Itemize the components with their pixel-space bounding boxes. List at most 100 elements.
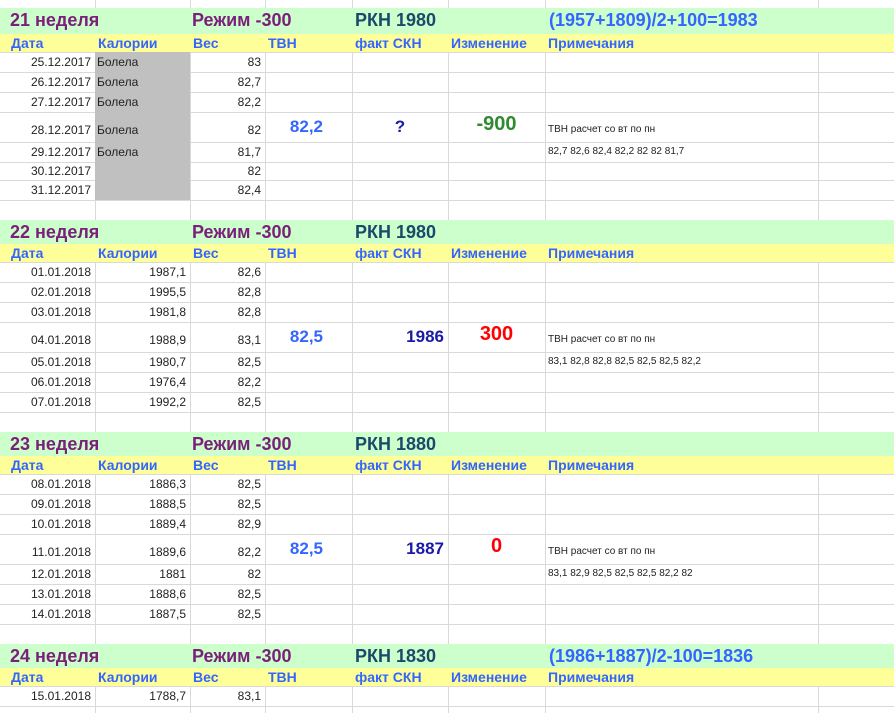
weight-cell[interactable]: 82,5 — [237, 355, 261, 369]
rkn-label[interactable]: РКН 1980 — [355, 222, 437, 242]
date-cell[interactable]: 01.01.2018 — [30, 265, 91, 279]
mode-label[interactable]: Режим -300 — [192, 434, 292, 454]
week-label[interactable]: 21 неделя — [10, 10, 100, 30]
column-header-2[interactable]: Вес — [193, 35, 219, 51]
weight-cell[interactable]: 82,9 — [237, 517, 261, 531]
date-cell[interactable]: 07.01.2018 — [30, 395, 91, 409]
date-cell[interactable]: 02.01.2018 — [30, 285, 91, 299]
weight-cell[interactable]: 82,2 — [237, 95, 261, 109]
date-cell[interactable]: 08.01.2018 — [30, 477, 91, 491]
mode-label[interactable]: Режим -300 — [192, 10, 292, 30]
weight-cell[interactable]: 83 — [247, 55, 261, 69]
calories-cell[interactable]: Болела — [95, 92, 190, 112]
weight-cell[interactable]: 82 — [247, 123, 261, 137]
weight-cell[interactable]: 82,8 — [237, 305, 261, 319]
column-header-4[interactable]: факт СКН — [355, 35, 422, 51]
date-cell[interactable]: 09.01.2018 — [30, 497, 91, 511]
column-header-6[interactable]: Примечания — [548, 245, 635, 261]
change-value[interactable]: -900 — [476, 113, 517, 135]
calories-cell[interactable]: Болела — [95, 112, 190, 142]
column-header-2[interactable]: Вес — [193, 245, 219, 261]
weight-cell[interactable]: 83,1 — [237, 689, 261, 703]
column-header-0[interactable]: Дата — [11, 457, 44, 473]
change-value[interactable]: 0 — [490, 535, 503, 557]
calories-cell[interactable]: 1886,3 — [149, 477, 186, 491]
fact-skn-value[interactable]: ? — [394, 117, 406, 136]
column-header-3[interactable]: ТВН — [268, 457, 297, 473]
tvn-value[interactable]: 82,2 — [289, 117, 323, 136]
date-cell[interactable]: 12.01.2018 — [30, 567, 91, 581]
column-header-0[interactable]: Дата — [11, 35, 44, 51]
column-header-1[interactable]: Калории — [98, 669, 158, 685]
note-cell[interactable]: ТВН расчет со вт по пн — [548, 124, 656, 135]
calories-cell[interactable]: 1992,2 — [149, 395, 186, 409]
weight-cell[interactable]: 81,7 — [237, 145, 261, 159]
date-cell[interactable]: 03.01.2018 — [30, 305, 91, 319]
column-header-1[interactable]: Калории — [98, 245, 158, 261]
calories-cell[interactable]: 1888,5 — [149, 497, 186, 511]
calories-cell[interactable]: Болела — [95, 142, 190, 162]
weight-cell[interactable]: 82,6 — [237, 265, 261, 279]
weight-cell[interactable]: 82,2 — [237, 545, 261, 559]
note-cell[interactable]: 82,7 82,6 82,4 82,2 82 82 81,7 — [548, 146, 685, 157]
date-cell[interactable]: 13.01.2018 — [30, 587, 91, 601]
date-cell[interactable]: 05.01.2018 — [30, 355, 91, 369]
date-cell[interactable]: 29.12.2017 — [30, 145, 91, 159]
date-cell[interactable]: 28.12.2017 — [30, 123, 91, 137]
column-header-3[interactable]: ТВН — [268, 35, 297, 51]
calories-cell[interactable]: 1889,6 — [149, 545, 186, 559]
column-header-3[interactable]: ТВН — [268, 245, 297, 261]
column-header-1[interactable]: Калории — [98, 35, 158, 51]
column-header-2[interactable]: Вес — [193, 669, 219, 685]
date-cell[interactable]: 10.01.2018 — [30, 517, 91, 531]
calories-cell[interactable]: 1981,8 — [149, 305, 186, 319]
weight-cell[interactable]: 82,5 — [237, 497, 261, 511]
column-header-1[interactable]: Калории — [98, 457, 158, 473]
column-header-5[interactable]: Изменение — [451, 669, 527, 685]
column-header-0[interactable]: Дата — [11, 245, 44, 261]
date-cell[interactable]: 04.01.2018 — [30, 333, 91, 347]
change-value[interactable]: 300 — [479, 323, 514, 345]
rkn-label[interactable]: РКН 1980 — [355, 10, 437, 30]
column-header-6[interactable]: Примечания — [548, 669, 635, 685]
date-cell[interactable]: 06.01.2018 — [30, 375, 91, 389]
calories-cell[interactable]: Болела — [95, 72, 190, 92]
date-cell[interactable]: 27.12.2017 — [30, 95, 91, 109]
rkn-label[interactable]: РКН 1830 — [355, 646, 437, 666]
fact-skn-value[interactable]: 1887 — [406, 539, 444, 558]
weight-cell[interactable]: 82,2 — [237, 375, 261, 389]
calories-cell[interactable] — [95, 162, 190, 180]
date-cell[interactable]: 26.12.2017 — [30, 75, 91, 89]
column-header-5[interactable]: Изменение — [451, 35, 527, 51]
column-header-4[interactable]: факт СКН — [355, 457, 422, 473]
calories-cell[interactable]: 1887,5 — [149, 607, 186, 621]
mode-label[interactable]: Режим -300 — [192, 646, 292, 666]
calories-cell[interactable]: Болела — [95, 52, 190, 72]
column-header-4[interactable]: факт СКН — [355, 245, 422, 261]
date-cell[interactable]: 11.01.2018 — [31, 545, 91, 559]
week-label[interactable]: 22 неделя — [10, 222, 100, 242]
weight-cell[interactable]: 82 — [247, 164, 261, 178]
calories-cell[interactable]: 1889,4 — [149, 517, 186, 531]
rkn-formula[interactable]: (1986+1887)/2-100=1836 — [549, 646, 754, 666]
note-cell[interactable]: ТВН расчет со вт по пн — [548, 546, 656, 557]
note-cell[interactable]: ТВН расчет со вт по пн — [548, 334, 656, 345]
date-cell[interactable]: 15.01.2018 — [30, 689, 91, 703]
calories-cell[interactable]: 1976,4 — [149, 375, 186, 389]
weight-cell[interactable]: 82,5 — [237, 607, 261, 621]
column-header-6[interactable]: Примечания — [548, 457, 635, 473]
date-cell[interactable]: 31.12.2017 — [30, 183, 91, 197]
calories-cell[interactable]: 1888,6 — [149, 587, 186, 601]
tvn-value[interactable]: 82,5 — [289, 327, 323, 346]
week-label[interactable]: 23 неделя — [10, 434, 100, 454]
note-cell[interactable]: 83,1 82,8 82,8 82,5 82,5 82,5 82,2 — [548, 356, 701, 367]
calories-cell[interactable] — [95, 180, 190, 200]
calories-cell[interactable]: 1988,9 — [149, 333, 186, 347]
calories-cell[interactable]: 1995,5 — [149, 285, 186, 299]
rkn-formula[interactable]: (1957+1809)/2+100=1983 — [549, 10, 758, 30]
calories-cell[interactable]: 1788,7 — [149, 689, 186, 703]
date-cell[interactable]: 30.12.2017 — [30, 164, 91, 178]
column-header-4[interactable]: факт СКН — [355, 669, 422, 685]
column-header-5[interactable]: Изменение — [451, 245, 527, 261]
weight-cell[interactable]: 82,7 — [237, 75, 261, 89]
